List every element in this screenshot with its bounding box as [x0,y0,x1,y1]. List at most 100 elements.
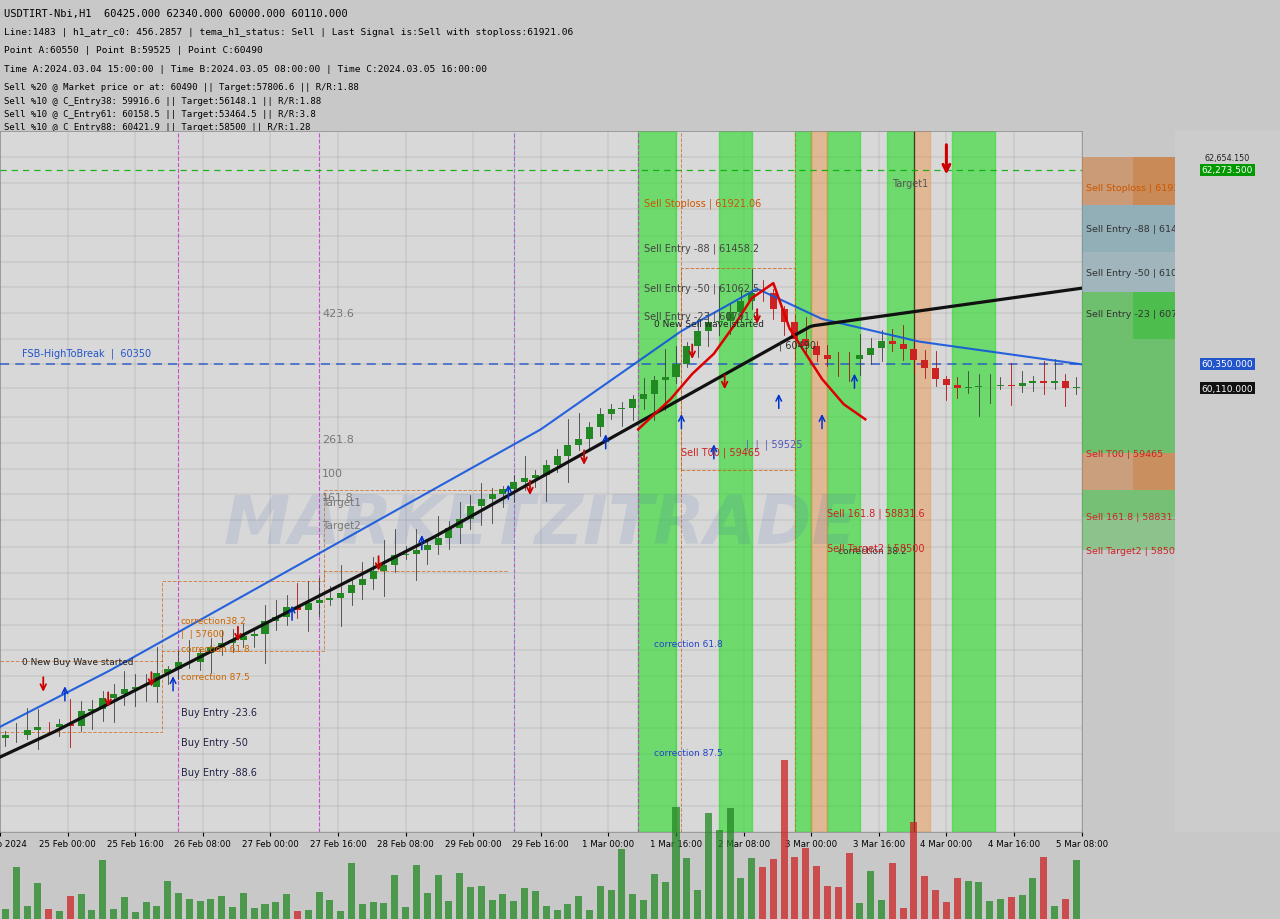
Bar [564,904,571,919]
Text: 0 New Buy Wave started: 0 New Buy Wave started [22,657,133,666]
Bar [186,900,193,919]
Bar [694,332,701,347]
Bar [965,881,972,919]
Bar [218,643,225,647]
Text: 60,350.000: 60,350.000 [1202,360,1253,369]
Bar [813,867,820,919]
Text: 62,273.500: 62,273.500 [1202,166,1253,176]
Text: Sell %20 @ Market price or at: 60490 || Target:57806.6 || R/R:1.88: Sell %20 @ Market price or at: 60490 || … [4,84,358,93]
Bar [719,132,751,832]
Bar [532,476,539,478]
Bar [402,554,410,555]
Bar [370,902,376,919]
Bar [511,902,517,919]
Bar [305,910,312,919]
Text: Buy Entry -88.6: Buy Entry -88.6 [180,767,256,777]
Bar [867,349,874,356]
Bar [392,555,398,565]
Bar [197,653,204,662]
Bar [975,882,982,919]
Bar [434,539,442,545]
Bar [1029,878,1037,919]
Bar [413,865,420,919]
Bar [456,519,463,528]
Bar [639,132,676,832]
Text: | 60490: | 60490 [778,340,815,350]
Bar [35,727,41,731]
Bar [803,340,809,346]
Bar [348,585,355,594]
Bar [1082,158,1175,206]
Text: correction 87.5: correction 87.5 [180,672,250,681]
Text: Sell %10 @ Entry -23: 60791.9 || Target:58831.6 || R/R:1.74: Sell %10 @ Entry -23: 60791.9 || Target:… [4,153,321,161]
Bar [164,880,172,919]
Bar [100,698,106,709]
Bar [251,635,257,636]
Bar [521,889,529,919]
Bar [445,901,452,919]
Bar [887,132,914,832]
Bar [477,886,485,919]
Bar [348,864,355,919]
Bar [326,598,333,600]
Bar [650,874,658,919]
Bar [13,867,19,919]
Bar [23,731,31,735]
Bar [45,909,52,919]
Bar [705,813,712,919]
Bar [358,579,366,585]
Bar [110,694,116,698]
Bar [943,380,950,385]
Bar [154,674,160,687]
Bar [586,910,593,919]
Bar [23,906,31,919]
Bar [110,909,116,919]
Text: Target2: Target2 [323,520,361,530]
Bar [120,897,128,919]
Text: Sell %10 @ C_Entry88: 60421.9 || Target:58500 || R/R:1.28: Sell %10 @ C_Entry88: 60421.9 || Target:… [4,123,310,132]
Bar [316,600,323,603]
Bar [759,867,765,919]
Bar [164,669,172,674]
Bar [965,388,972,389]
Text: |  | 57600: | | 57600 [180,629,224,638]
Text: Sell Entry -23 | 60791.9: Sell Entry -23 | 60791.9 [644,311,759,322]
Bar [575,896,582,919]
Bar [1041,857,1047,919]
Bar [380,565,388,572]
Bar [846,853,852,919]
Bar [489,494,495,500]
Bar [1051,381,1059,383]
Bar [922,876,928,919]
Bar [261,621,269,635]
Bar [88,709,96,711]
Text: correction 87.5: correction 87.5 [654,748,723,756]
Text: Sell %10 @ C_Entry61: 60158.5 || Target:53464.5 || R/R:3.8: Sell %10 @ C_Entry61: 60158.5 || Target:… [4,110,316,119]
Bar [197,902,204,919]
Bar [251,908,257,919]
Bar [358,903,366,919]
Bar [207,900,215,919]
Bar [239,893,247,919]
Bar [273,618,279,621]
Bar [684,347,690,364]
Bar [305,603,312,611]
Text: Sell 161.8 | 58831.6: Sell 161.8 | 58831.6 [1087,513,1181,522]
Bar [749,858,755,919]
Text: 60,110.000: 60,110.000 [1202,384,1253,393]
Bar [630,894,636,919]
Bar [640,900,648,919]
Bar [618,848,626,919]
Text: USDTIRT-Nbi,H1  60425.000 62340.000 60000.000 60110.000: USDTIRT-Nbi,H1 60425.000 62340.000 60000… [4,9,348,19]
Bar [424,893,431,919]
Bar [402,907,410,919]
Bar [499,894,507,919]
Bar [467,507,474,519]
Text: correction38.2: correction38.2 [180,617,246,626]
Bar [997,899,1004,919]
Text: 62,654.150: 62,654.150 [1204,153,1251,163]
Bar [803,847,809,919]
Bar [283,894,291,919]
Text: Buy Entry -23.6: Buy Entry -23.6 [180,707,256,717]
Bar [1007,897,1015,919]
